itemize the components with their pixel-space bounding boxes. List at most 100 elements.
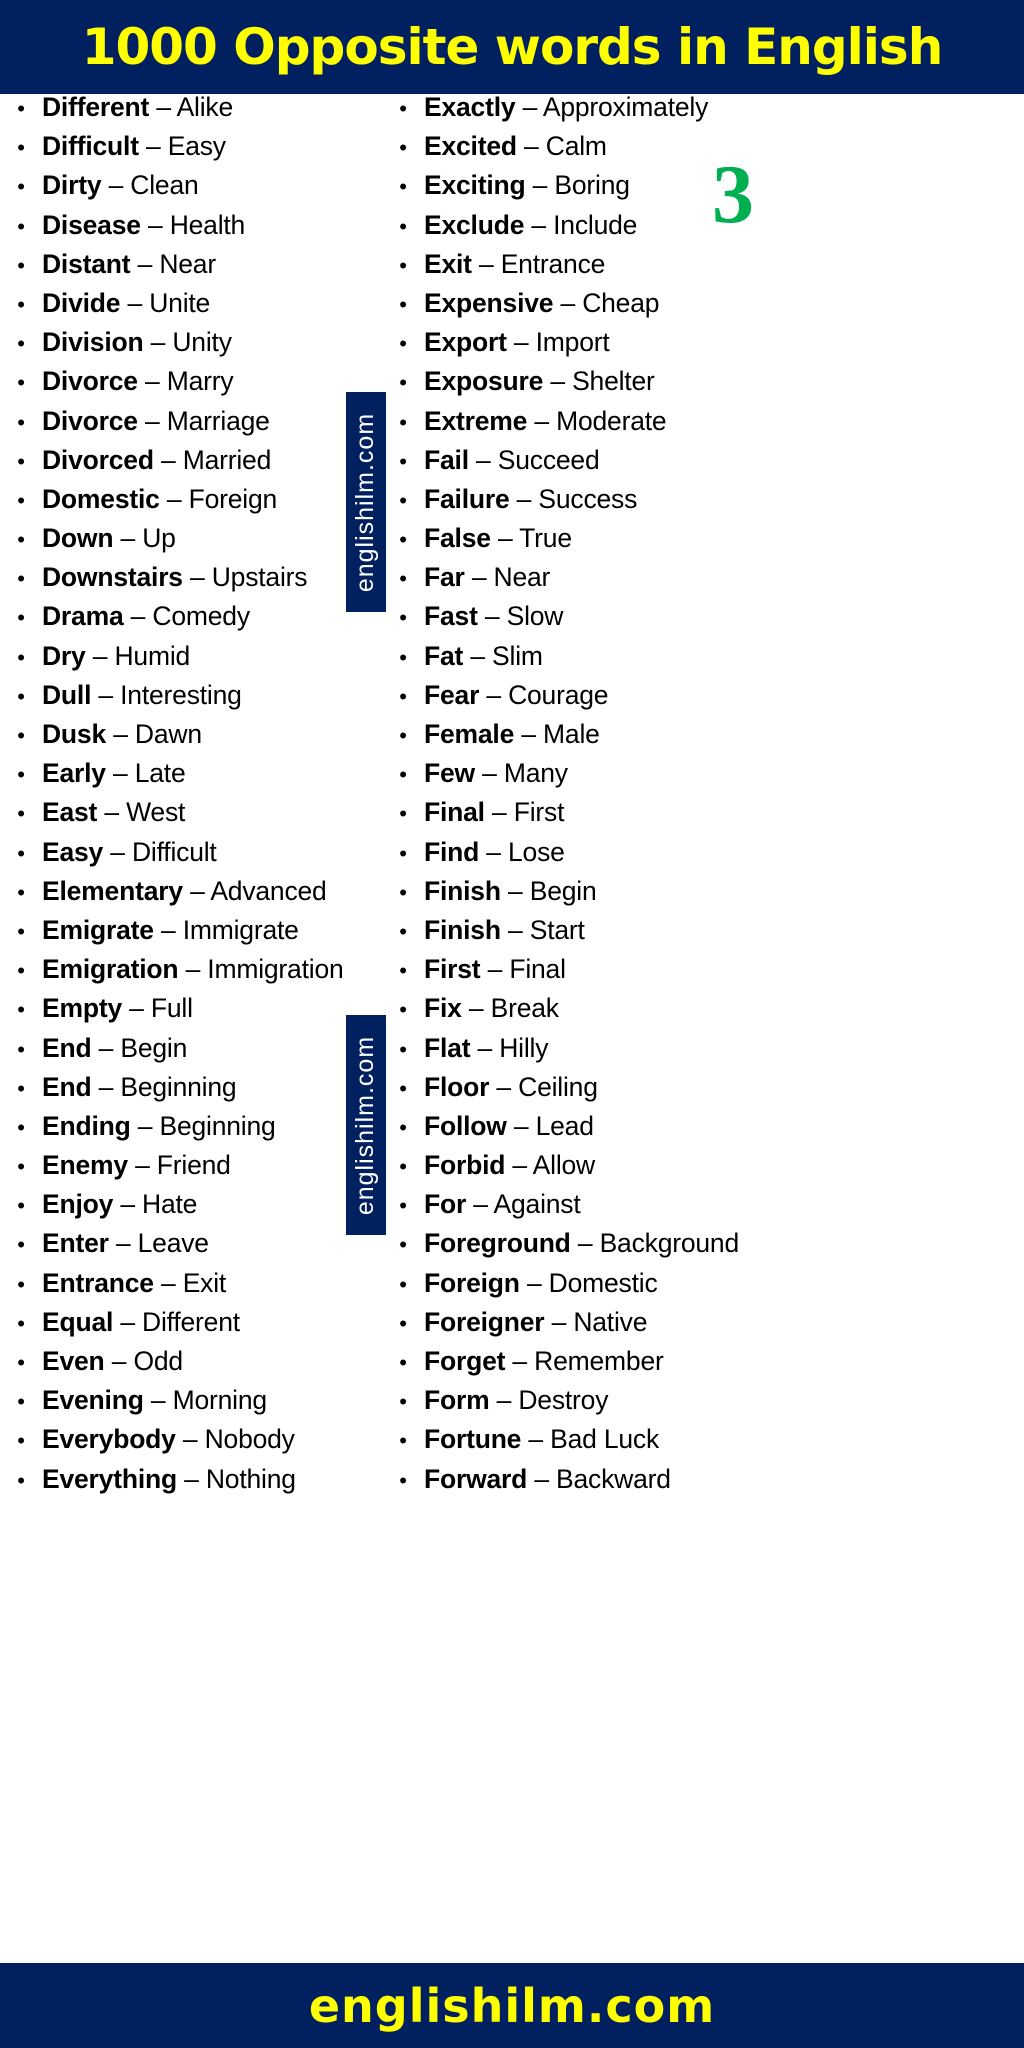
opposite: Include [553,209,638,240]
separator: – [516,483,532,514]
bullet-icon: • [399,1350,407,1375]
bullet-icon: • [17,1114,25,1140]
separator: – [534,1463,549,1494]
opposite: Many [503,758,568,789]
bullet-icon: • [399,409,407,435]
list-item: • First – Final [382,950,739,989]
opposite: Lead [535,1110,594,1141]
page-number: 3 [712,148,754,241]
opposite: Comedy [152,601,250,632]
opposite: Allow [532,1150,596,1181]
separator: – [508,875,523,906]
opposite: Clean [130,170,199,201]
opposite: Near [159,248,216,279]
opposite: Background [599,1228,740,1259]
bullet-icon: • [399,997,407,1023]
list-item: • Everybody – Nobody [0,1420,344,1459]
opposite: Marriage [166,405,270,436]
word: Dirty [42,170,102,201]
list-item: • Finish – Begin [382,872,739,911]
header-banner: 1000 Opposite words in English [0,0,1024,94]
separator: – [473,1189,488,1220]
watermark-text: englishilm.com [351,1035,380,1215]
bullet-icon: • [17,1193,25,1219]
separator: – [512,1346,527,1376]
word: Expensive [424,287,554,318]
separator: – [115,1228,131,1259]
word: Fix [424,993,462,1024]
bullet-icon: • [399,840,407,866]
word: Finish [424,875,501,906]
word: Foreigner [424,1306,545,1337]
bullet-icon: • [399,174,407,200]
separator: – [146,131,161,162]
list-item: • Dull – Interesting [0,676,344,715]
list-item: • Exit – Entrance [382,245,739,284]
word: Exclude [424,209,525,240]
word: Disease [42,209,141,240]
list-item: • Dirty – Clean [0,166,344,205]
separator: – [147,209,163,240]
word-list-left: • Different – Alike • Difficult – Easy • Dirt… [0,88,344,1499]
separator: – [513,1110,529,1141]
bullet-icon: • [399,958,407,984]
word: Everything [42,1463,177,1494]
list-item: • Divorced – Married [0,441,344,480]
word: Flat [424,1032,471,1063]
word: Different [42,92,150,122]
opposite: True [519,523,572,554]
word: Enter [42,1228,109,1259]
bullet-icon: • [17,174,25,200]
word: Dusk [42,719,107,749]
bullet-icon: • [17,762,25,788]
bullet-icon: • [17,96,25,121]
list-item: • Enjoy – Hate [0,1185,344,1224]
separator: – [156,92,171,122]
bullet-icon: • [399,644,407,670]
word: Evening [42,1385,144,1416]
separator: – [478,248,494,279]
separator: – [190,875,205,906]
bullet-icon: • [399,1154,407,1180]
bullet-icon: • [399,1075,407,1101]
list-item: • Domestic – Foreign [0,480,344,519]
list-item: • Expensive – Cheap [382,284,739,323]
opposite: Difficult [131,836,217,867]
separator: – [130,601,146,632]
word: Exactly [424,92,516,122]
separator: – [487,954,503,985]
word: Fat [424,640,464,671]
word: Final [424,797,485,828]
list-item: • Fast – Slow [382,597,739,636]
word: End [42,1032,92,1063]
list-item: • Few – Many [382,754,739,793]
list-item: • Enemy – Friend [0,1146,344,1185]
list-item: • Enter – Leave [0,1224,344,1263]
bullet-icon: • [399,723,407,748]
word: Division [42,327,144,358]
separator: – [521,719,536,749]
list-item: • Even – Odd [0,1342,344,1381]
list-item: • Forward – Backward [382,1460,739,1499]
list-item: • Foreign – Domestic [382,1264,739,1303]
word: Ending [42,1110,131,1141]
opposite: Advanced [210,875,327,906]
opposite: Boring [554,170,630,201]
opposite: Immigration [207,954,344,985]
list-item: • Excited – Calm [382,127,739,166]
bullet-icon: • [17,1036,25,1062]
bullet-icon: • [17,840,25,866]
opposite: Slow [506,601,564,632]
bullet-icon: • [399,762,407,788]
bullet-icon: • [399,605,407,631]
list-item: • Finish – Start [382,911,739,950]
opposite: Entrance [500,248,606,279]
list-item: • Different – Alike [0,88,344,127]
list-item: • Easy – Difficult [0,833,344,872]
word: Enjoy [42,1189,114,1220]
separator: – [120,1306,135,1337]
opposite: Begin [120,1032,188,1063]
opposite: Calm [545,131,607,162]
list-item: • Failure – Success [382,480,739,519]
bullet-icon: • [399,370,407,396]
